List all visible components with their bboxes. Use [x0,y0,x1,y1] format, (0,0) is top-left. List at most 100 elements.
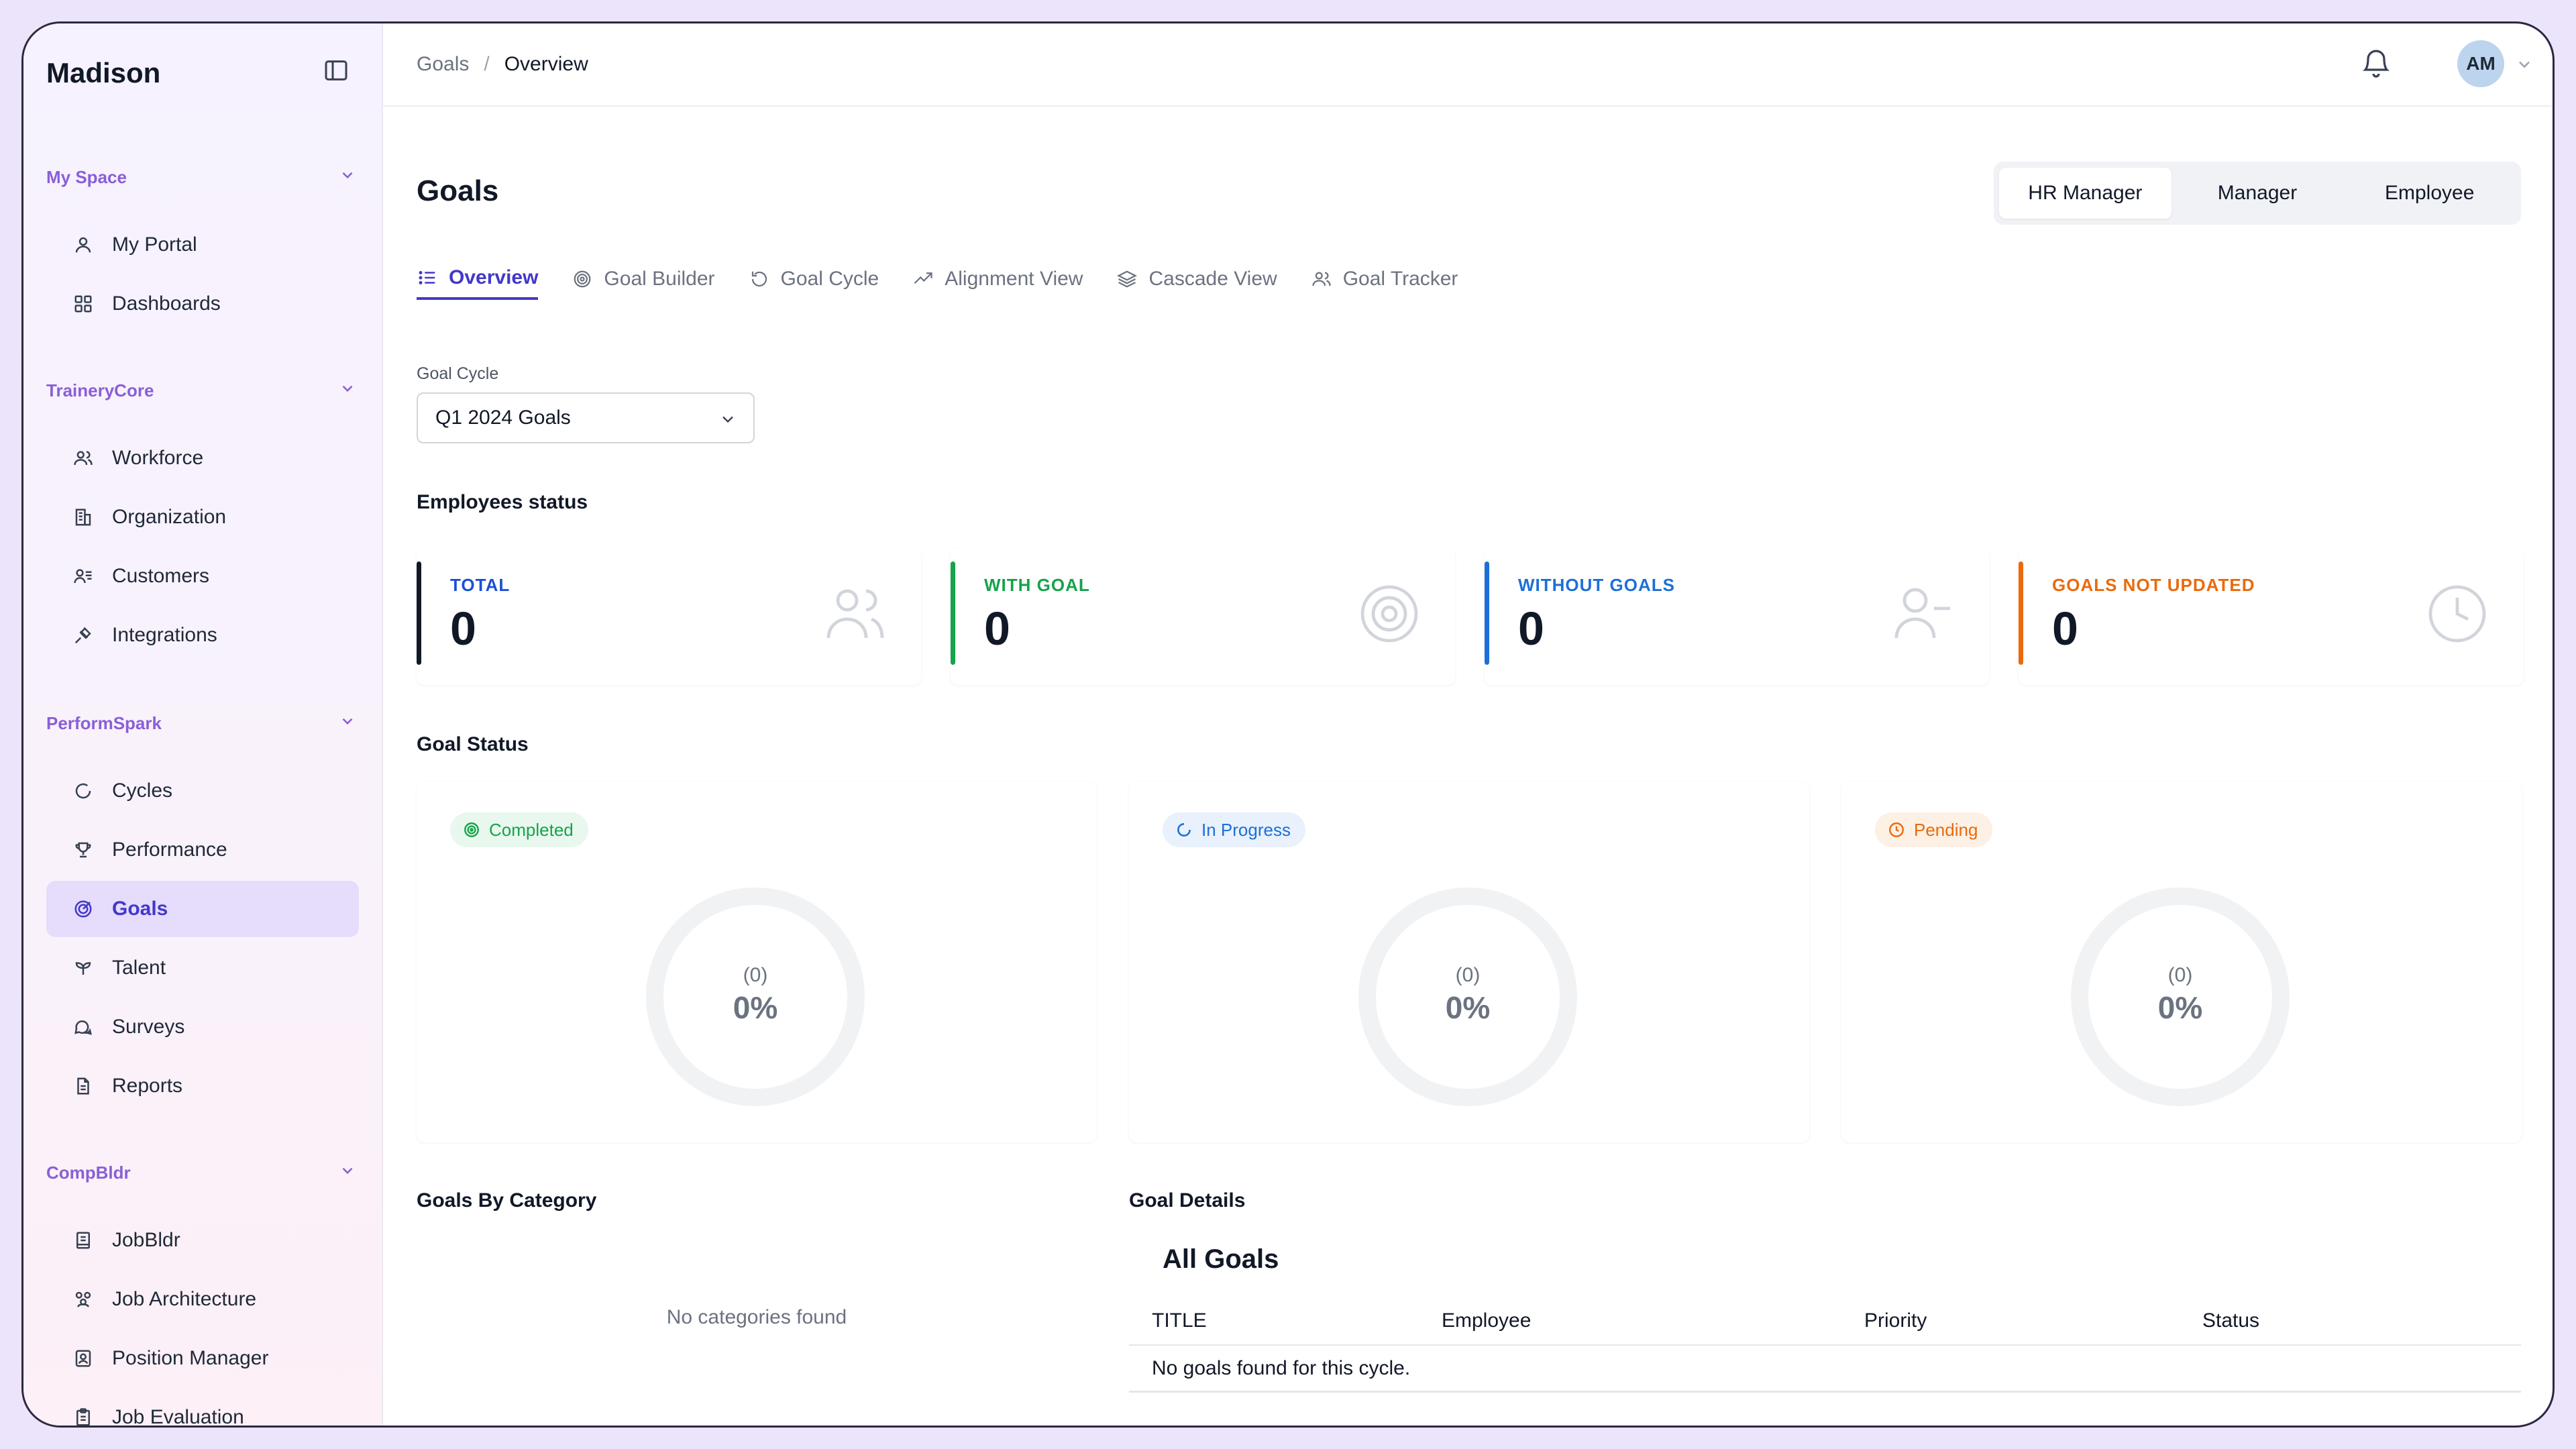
sidebar-item-workforce[interactable]: Workforce [46,430,359,486]
goal-details-heading: Goal Details [1129,1189,1246,1212]
section-header[interactable]: CompBldr [46,1156,368,1189]
sidebar-item-label: Reports [112,1075,183,1097]
sidebar-toggle-icon[interactable] [323,57,350,84]
role-hr-manager-button[interactable]: HR Manager [1999,168,2171,219]
list-icon [417,267,438,288]
stat-card-without-goals: WITHOUT GOALS 0 [1485,548,1989,685]
loader-icon [1175,820,1193,839]
goals-by-category-heading: Goals By Category [417,1189,597,1212]
notification-bell-icon[interactable] [2360,47,2392,79]
sidebar-item-talent[interactable]: Talent [46,940,359,996]
breadcrumb-separator: / [484,53,490,75]
clipboard-icon [72,1406,95,1426]
tab-alignment-view[interactable]: Alignment View [912,258,1083,300]
column-header-priority[interactable]: Priority [1864,1309,1927,1332]
sidebar-section-trainerycore: TraineryCore Workforce Organization Cust… [46,374,368,666]
sidebar-item-label: Integrations [112,624,217,646]
tab-label: Goal Tracker [1342,268,1458,290]
column-header-employee[interactable]: Employee [1442,1309,1532,1332]
user-minus-icon [1891,582,1955,646]
role-manager-button[interactable]: Manager [2217,182,2298,204]
stat-value: 0 [1518,602,1544,655]
tab-label: Overview [449,266,539,288]
categories-empty-state: No categories found [666,1306,847,1328]
user-avatar[interactable]: AM [2457,40,2504,87]
status-percent: 0% [1445,990,1491,1025]
file-icon [72,1075,95,1097]
sidebar-item-label: Job Evaluation [112,1406,244,1428]
users-icon [72,447,95,470]
status-pill-label: In Progress [1201,819,1291,840]
building-icon [72,506,95,529]
chevron-down-icon [339,1162,356,1184]
status-count: (0) [2167,964,2193,986]
target-icon [1357,582,1421,646]
status-percent: 0% [733,990,778,1025]
section-title: PerformSpark [46,712,162,733]
sidebar-item-organization[interactable]: Organization [46,489,359,545]
sidebar-item-reports[interactable]: Reports [46,1058,359,1114]
status-pill-in-progress: In Progress [1163,812,1305,847]
tab-label: Alignment View [945,268,1083,290]
sidebar-item-customers[interactable]: Customers [46,548,359,604]
status-card-in-progress: In Progress (0) 0% [1129,782,1809,1142]
id-card-icon [72,1347,95,1370]
status-card-completed: Completed (0) 0% [417,782,1097,1142]
goal-details-table: All Goals TITLE Employee Priority Status… [1129,1244,2521,1393]
tab-cascade-view[interactable]: Cascade View [1116,258,1277,300]
stat-accent-bar [951,561,955,665]
plug-icon [72,624,95,647]
group-icon [72,1288,95,1311]
tab-goal-builder[interactable]: Goal Builder [572,258,715,300]
sidebar-item-job-evaluation[interactable]: Job Evaluation [46,1389,359,1428]
sidebar-item-position-manager[interactable]: Position Manager [46,1330,359,1387]
grid-icon [72,292,95,315]
stat-value: 0 [984,602,1010,655]
sidebar-item-integrations[interactable]: Integrations [46,607,359,663]
status-pill-pending: Pending [1875,812,1993,847]
stat-accent-bar [417,561,421,665]
sidebar-item-dashboards[interactable]: Dashboards [46,276,359,332]
role-employee-button[interactable]: Employee [2384,182,2475,204]
target-icon [72,898,95,920]
status-pill-label: Pending [1914,819,1978,840]
stat-label: WITH GOAL [984,575,1090,595]
column-header-title[interactable]: TITLE [1152,1309,1207,1332]
sidebar-item-my-portal[interactable]: My Portal [46,217,359,273]
tab-label: Goal Builder [604,268,715,290]
section-header[interactable]: TraineryCore [46,374,368,407]
sidebar-item-cycles[interactable]: Cycles [46,763,359,819]
stat-accent-bar [1485,561,1489,665]
column-header-status[interactable]: Status [2202,1309,2260,1332]
refresh-icon [72,780,95,802]
sidebar-item-surveys[interactable]: Surveys [46,999,359,1055]
tab-goal-tracker[interactable]: Goal Tracker [1311,258,1458,300]
sidebar-item-goals[interactable]: Goals [46,881,359,937]
stat-label: TOTAL [450,575,511,595]
tab-overview[interactable]: Overview [417,258,539,300]
chevron-down-icon [339,166,356,189]
sidebar-item-label: Dashboards [112,292,221,315]
chevron-down-icon[interactable] [2515,55,2534,74]
sidebar-item-job-architecture[interactable]: Job Architecture [46,1271,359,1328]
tab-goal-cycle[interactable]: Goal Cycle [749,258,879,300]
sprout-icon [72,957,95,979]
stat-card-goals-not-updated: GOALS NOT UPDATED 0 [2019,548,2523,685]
section-title: TraineryCore [46,380,154,400]
clock-icon [1887,820,1906,839]
topbar: Goals / Overview AM [383,23,2553,107]
sidebar-item-label: Surveys [112,1016,185,1038]
breadcrumb: Goals / Overview [417,53,588,76]
users-icon [1311,268,1332,290]
section-header[interactable]: My Space [46,160,368,194]
sidebar-item-jobbldr[interactable]: JobBldr [46,1212,359,1269]
breadcrumb-goals-link[interactable]: Goals [417,53,470,75]
section-header[interactable]: PerformSpark [46,706,368,740]
status-percent: 0% [2157,990,2203,1025]
sidebar-item-performance[interactable]: Performance [46,822,359,878]
sidebar-item-label: Goals [112,898,168,920]
section-title: My Space [46,166,127,187]
goal-cycle-select[interactable]: Q1 2024 Goals [417,392,755,443]
table-header: TITLE Employee Priority Status [1129,1297,2521,1346]
sidebar-item-label: Job Architecture [112,1288,257,1310]
